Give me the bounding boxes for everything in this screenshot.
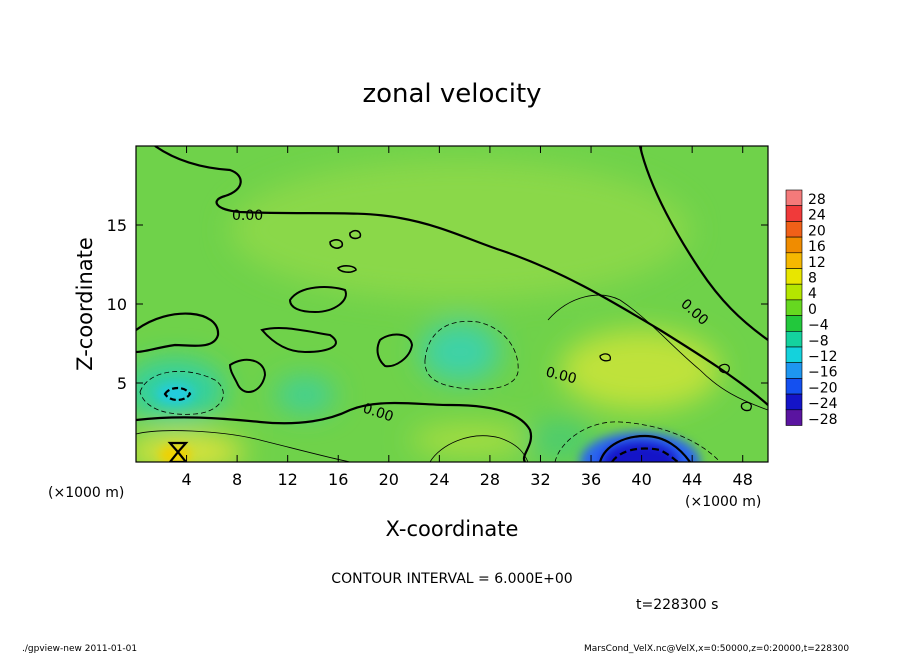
colorbar-label: −16	[808, 365, 838, 381]
y-axis-label: Z-coordinate	[73, 237, 97, 371]
colorbar-swatch	[785, 189, 803, 206]
colorbar-label: 24	[808, 208, 826, 224]
chart-title: zonal velocity	[362, 79, 541, 109]
colorbar-label: −20	[808, 380, 838, 396]
x-tick-label: 4	[181, 470, 191, 489]
colorbar-label: −8	[808, 333, 829, 349]
x-tick-label: 48	[733, 470, 753, 489]
x-tick-label: 36	[581, 470, 601, 489]
colorbar-label: 4	[808, 286, 817, 302]
colorbar-swatch	[785, 252, 803, 269]
x-tick-label: 44	[682, 470, 702, 489]
colorbar-swatch	[785, 330, 803, 348]
colorbar-swatch	[785, 378, 803, 395]
colorbar-swatch	[785, 221, 803, 238]
colorbar-label: 16	[808, 239, 826, 255]
x-unit-right: (×1000 m)	[685, 494, 761, 510]
colorbar-swatch	[785, 362, 803, 379]
colorbar-label: −28	[808, 412, 838, 428]
colorbar-swatch	[785, 393, 803, 411]
colorbar-swatch	[785, 409, 803, 426]
y-tick-label: 5	[117, 374, 127, 393]
x-axis-label: X-coordinate	[386, 517, 519, 541]
colorbar-label: 0	[808, 302, 817, 318]
velocity-field: 0.00 0.00 0.00 0.00	[136, 146, 768, 462]
x-tick-label: 40	[631, 470, 651, 489]
x-tick-label: 20	[379, 470, 399, 489]
y-axis-ticks: 5 10 15	[107, 216, 768, 393]
colorbar-label: 28	[808, 192, 826, 208]
colorbar-label: −4	[808, 318, 829, 334]
x-tick-label: 28	[480, 470, 500, 489]
contour-interval: CONTOUR INTERVAL = 6.000E+00	[331, 571, 572, 587]
colorbar-label: −24	[808, 396, 838, 412]
colorbar-label: 12	[808, 255, 826, 271]
colorbar-swatch	[785, 315, 803, 332]
time-label: t=228300 s	[636, 597, 718, 613]
y-tick-label: 15	[107, 216, 127, 235]
footer-left: ./gpview-new 2011-01-01	[22, 644, 137, 654]
colorbar-swatch	[785, 346, 803, 363]
x-unit-left: (×1000 m)	[48, 485, 124, 501]
x-tick-label: 16	[328, 470, 348, 489]
y-tick-label: 10	[107, 295, 127, 314]
colorbar-label: −12	[808, 349, 838, 365]
colorbar-label: 8	[808, 271, 817, 287]
x-tick-label: 24	[429, 470, 449, 489]
contour-label: 0.00	[544, 364, 578, 387]
footer-right: MarsCond_VelX.nc@VelX,x=0:50000,z=0:2000…	[584, 644, 849, 654]
x-tick-label: 32	[530, 470, 550, 489]
colorbar-swatch	[785, 268, 803, 285]
colorbar-swatch	[785, 205, 803, 222]
colorbar-swatch	[785, 299, 803, 316]
colorbar-swatch	[785, 283, 803, 301]
colorbar-label: 20	[808, 223, 826, 239]
x-tick-label: 12	[278, 470, 298, 489]
contour-label: 0.00	[232, 208, 263, 224]
colorbar-swatch	[785, 236, 803, 254]
x-tick-label: 8	[232, 470, 242, 489]
x-axis-ticks: 4 8 12 16 20 24 28 32 36 40 44 48	[181, 146, 753, 489]
